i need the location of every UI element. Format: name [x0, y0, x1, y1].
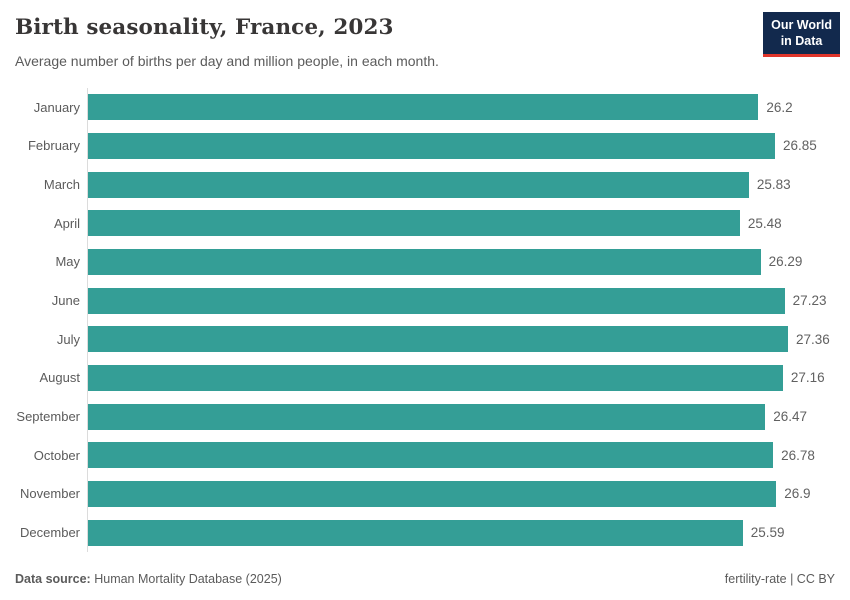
chart-row: October 26.78	[0, 435, 850, 475]
bar[interactable]	[88, 442, 774, 469]
bar-area: 27.16	[87, 358, 850, 398]
chart-row: December 25.59	[0, 513, 850, 552]
bar[interactable]	[88, 326, 788, 353]
page-title: Birth seasonality, France, 2023	[15, 15, 394, 40]
value-label: 27.36	[796, 331, 830, 347]
value-label: 27.23	[792, 293, 827, 309]
month-label: January	[33, 99, 80, 115]
value-label: 27.16	[790, 370, 825, 386]
bar[interactable]	[88, 519, 743, 546]
bar-area: 26.47	[87, 397, 850, 436]
owid-logo[interactable]: Our World in Data	[763, 12, 840, 57]
value-label: 25.59	[750, 525, 785, 541]
chart-row: January 26.2	[0, 88, 850, 127]
bar-chart: January 26.2 February 26.85 March 25.83 April 2…	[0, 88, 850, 552]
month-label: May	[55, 254, 80, 270]
owid-logo-line1: Our World	[771, 18, 832, 32]
value-label: 26.78	[781, 447, 815, 463]
bar[interactable]	[88, 287, 785, 314]
chart-row: July 27.36	[0, 319, 850, 359]
bar[interactable]	[88, 480, 777, 507]
bar[interactable]	[88, 132, 775, 159]
bar-area: 25.48	[87, 203, 850, 243]
value-label: 26.9	[784, 486, 811, 502]
chart-row: February 26.85	[0, 126, 850, 166]
bar[interactable]	[88, 171, 749, 198]
month-label: April	[53, 215, 80, 231]
bar[interactable]	[88, 364, 783, 391]
month-label: August	[39, 370, 80, 386]
bar-area: 25.83	[87, 165, 850, 204]
chart-footer: Data source: Human Mortality Database (2…	[15, 572, 835, 586]
chart-row: April 25.48	[0, 203, 850, 243]
chart-header: Birth seasonality, France, 2023 Average …	[0, 0, 850, 88]
value-label: 26.29	[768, 254, 803, 270]
chart-row: August 27.16	[0, 358, 850, 398]
chart-row: May 26.29	[0, 242, 850, 282]
license-note: fertility-rate | CC BY	[724, 572, 835, 586]
month-label: March	[43, 177, 80, 193]
value-label: 26.47	[773, 409, 808, 425]
bar-area: 27.23	[87, 281, 850, 320]
month-label: November	[20, 486, 80, 502]
month-label: February	[27, 138, 80, 154]
page-subtitle: Average number of births per day and mil…	[15, 53, 439, 69]
bar-area: 26.78	[87, 435, 850, 475]
month-label: December	[20, 525, 80, 541]
month-label: October	[33, 447, 80, 463]
bar-area: 26.2	[87, 88, 850, 127]
value-label: 26.2	[766, 99, 793, 115]
data-source: Data source: Human Mortality Database (2…	[15, 572, 282, 586]
month-label: June	[51, 293, 80, 309]
bar[interactable]	[88, 210, 740, 237]
data-source-label: Data source:	[15, 572, 91, 586]
bar-area: 27.36	[87, 319, 850, 359]
chart-row: June 27.23	[0, 281, 850, 320]
bar[interactable]	[88, 94, 759, 121]
bar[interactable]	[88, 403, 766, 430]
month-label: September	[16, 409, 80, 425]
bar-area: 26.9	[87, 474, 850, 514]
chart-row: September 26.47	[0, 397, 850, 436]
owid-logo-line2: in Data	[780, 34, 823, 49]
value-label: 26.85	[782, 138, 817, 154]
bar-area: 26.29	[87, 242, 850, 282]
chart-row: March 25.83	[0, 165, 850, 204]
value-label: 25.83	[756, 177, 791, 193]
value-label: 25.48	[747, 215, 782, 231]
month-label: July	[56, 331, 80, 347]
data-source-text: Human Mortality Database (2025)	[94, 572, 282, 586]
chart-row: November 26.9	[0, 474, 850, 514]
bar[interactable]	[88, 248, 761, 275]
bar-area: 26.85	[87, 126, 850, 166]
bar-area: 25.59	[87, 513, 850, 552]
